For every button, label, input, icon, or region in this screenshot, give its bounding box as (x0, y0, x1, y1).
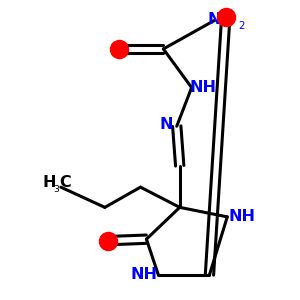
Text: O: O (112, 41, 125, 56)
Text: $_3$: $_3$ (53, 182, 60, 195)
Text: NH: NH (208, 12, 235, 27)
Text: N: N (160, 117, 173, 132)
Text: NH: NH (228, 209, 255, 224)
Text: O: O (102, 233, 115, 248)
Text: NH: NH (190, 80, 217, 95)
Text: NH: NH (130, 267, 158, 282)
Text: $_2$: $_2$ (238, 17, 245, 32)
Text: O: O (219, 9, 232, 24)
Text: H: H (42, 175, 56, 190)
Text: C: C (59, 175, 71, 190)
